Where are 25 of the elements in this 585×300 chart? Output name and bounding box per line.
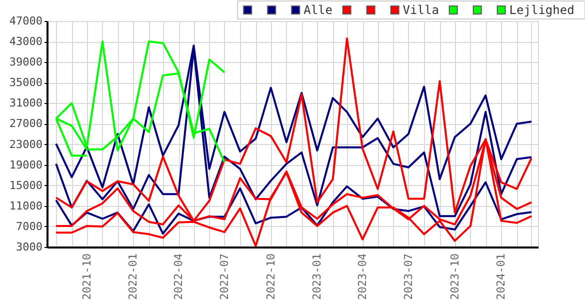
x-tick-label: 2023-01 (310, 254, 324, 300)
y-tick-label: 39000 (9, 56, 42, 69)
x-tick-label: 2022-10 (264, 254, 278, 300)
legend-label: Lejlighed (509, 3, 574, 17)
y-tick-label: 3000 (16, 240, 42, 254)
y-tick-label: 47000 (9, 14, 42, 28)
y-tick-label: 15000 (9, 178, 42, 192)
x-tick-label: 2022-04 (172, 253, 186, 300)
y-tick-label: 11000 (9, 199, 42, 212)
y-tick-label: 43000 (9, 35, 42, 48)
legend-label: Alle (304, 3, 333, 17)
y-tick-label: 7000 (16, 220, 42, 233)
y-tick-label: 31000 (9, 96, 42, 110)
x-tick-label: 2022-07 (218, 254, 231, 300)
x-tick-label: 2021-10 (80, 254, 94, 300)
y-tick-label: 27000 (9, 117, 42, 130)
legend-label: Villa (402, 3, 439, 17)
y-tick-label: 35000 (9, 76, 42, 90)
y-tick-label: 19000 (9, 158, 42, 172)
x-tick-label: 2023-04 (356, 253, 370, 300)
x-tick-label: 2022-01 (126, 254, 140, 300)
x-tick-label: 2023-07 (402, 254, 415, 300)
x-tick-label: 2023-10 (448, 254, 462, 300)
x-tick-label: 2024-01 (494, 254, 508, 300)
y-tick-label: 23000 (9, 138, 42, 151)
